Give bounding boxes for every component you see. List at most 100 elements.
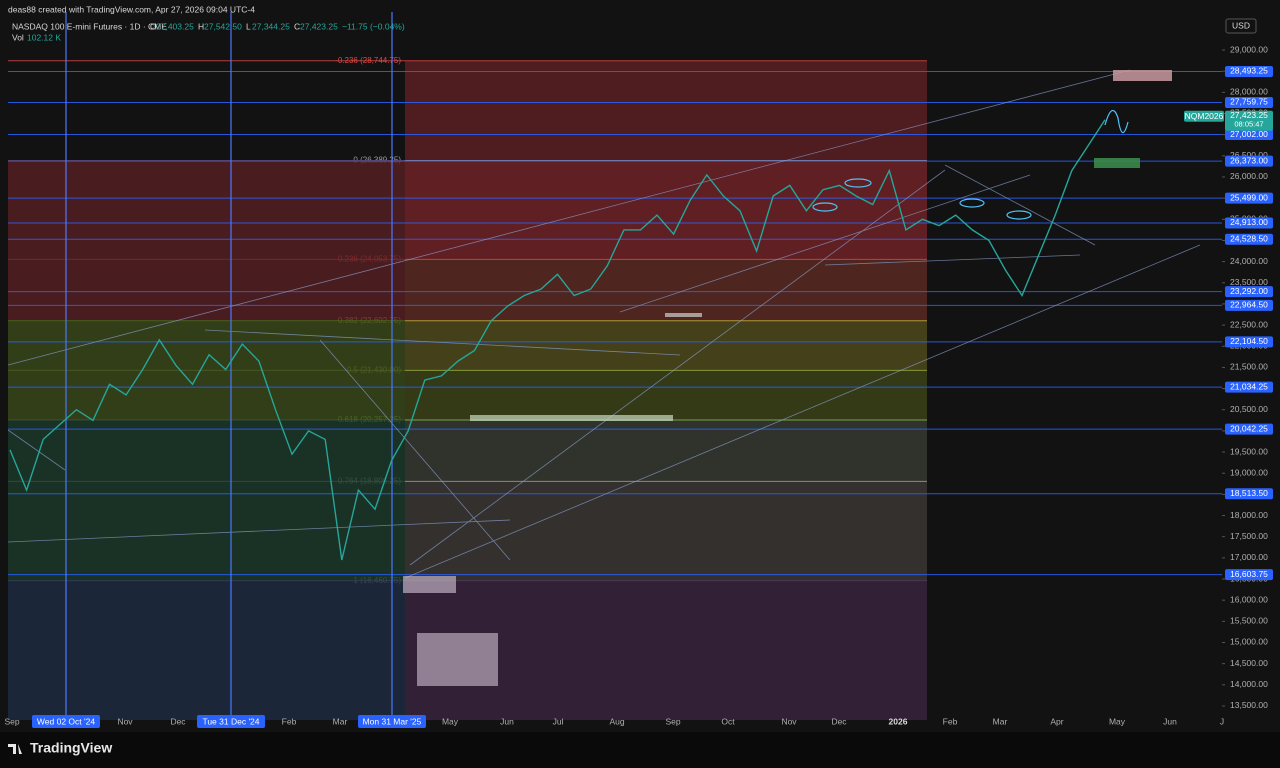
level-label: 28,493.25 [1230,66,1268,76]
ohlc-key: C [294,21,300,31]
fib-band [405,420,927,482]
volume-value: 102.12 K [27,32,61,42]
y-tick-label: 15,500.00 [1230,616,1268,626]
level-label: 27,759.75 [1230,97,1268,107]
level-tag [1225,233,1273,245]
level-label: 16,603.75 [1230,569,1268,579]
level-label: 22,964.50 [1230,300,1268,310]
x-tick-label: May [1109,716,1126,726]
ohlc-key: L [246,21,251,31]
x-tick-label: Jun [1163,716,1177,726]
y-tick-label: 17,000.00 [1230,552,1268,562]
date-tag [32,715,100,728]
x-tick-label: Dec [831,716,847,726]
trend-line [204,329,681,356]
y-tick-label: 28,000.00 [1230,87,1268,97]
level-label: 20,042.25 [1230,423,1268,433]
x-tick-label: Dec [170,716,186,726]
level-tag [1225,65,1273,77]
ohlc-key: H [198,21,204,31]
level-tag [1225,192,1273,204]
target-box [1113,70,1172,81]
level-label: 21,034.25 [1230,381,1268,391]
level-tag [1225,488,1273,500]
grid [8,70,1222,576]
fib-bands: -0.236 (28,744.75)0 (26,389.25)0.236 (24… [8,56,927,585]
fib-band [405,370,927,421]
countdown: 08:05:47 [1234,120,1263,129]
credit: deas88 created with TradingView.com, Apr… [8,4,255,14]
trend-line [7,519,511,543]
x-tick-label: Nov [781,716,797,726]
level-tag [1225,155,1273,167]
x-tick-label: Feb [943,716,958,726]
trend-lines [7,69,1201,579]
trend-line [7,69,1131,366]
trend-line [619,174,1031,313]
currency-box[interactable] [1225,18,1257,34]
brand-logo [8,744,22,754]
y-tick-label: 19,500.00 [1230,446,1268,456]
series-tag [1184,110,1224,122]
y-tick-label: 15,000.00 [1230,637,1268,647]
zone-box [470,415,673,421]
x-tick-label: Tue 31 Dec '24 [202,716,259,726]
left-band [8,160,405,320]
fib-band [405,259,927,321]
level-tag [1225,286,1273,298]
level-label: 24,528.50 [1230,233,1268,243]
ohlc-key: O [150,21,157,31]
annotations [812,109,1129,220]
left-band [8,420,405,580]
trend-line [7,429,66,471]
y-tick-label: 19,000.00 [1230,467,1268,477]
price-tag [1225,110,1273,131]
level-tag [1225,569,1273,581]
fib-band [405,160,927,260]
y-tick-label: 14,500.00 [1230,658,1268,668]
x-tick-label: Sep [665,716,680,726]
change: −11.75 (−0.04%) [342,21,405,31]
circle-mark [812,202,838,212]
y-tick-label: 18,000.00 [1230,510,1268,520]
x-tick-label: Mar [993,716,1008,726]
level-tag [1225,381,1273,393]
trend-line [409,169,946,566]
y-tick-label: 17,500.00 [1230,531,1268,541]
trend-line [319,339,511,561]
date-markers [65,12,393,718]
last-price: 27,423.25 [1230,110,1268,120]
currency[interactable]: USD [1232,20,1250,30]
circle-mark [1006,210,1032,220]
x-tick-label: Apr [1050,716,1063,726]
x-tick-label: Nov [117,716,133,726]
price-line [9,119,1106,561]
y-tick-label: 16,000.00 [1230,594,1268,604]
circle-mark [959,198,985,208]
fib-band [405,60,927,161]
x-tick-label: Jul [553,716,564,726]
level-label: 26,373.00 [1230,155,1268,165]
level-tag [1225,129,1273,141]
trend-line [944,164,1096,246]
y-tick-label: 13,500.00 [1230,700,1268,710]
date-tag [197,715,265,728]
x-tick-label: 2026 [889,716,908,726]
level-tag [1225,96,1273,108]
level-tag [1225,299,1273,311]
projection [1104,109,1129,134]
x-tick-label: Sep [4,716,19,726]
axis: 13,500.00 14,000.00 14,500.00 15,000.00 15,5… [4,44,1273,728]
x-tick-label: Wed 02 Oct '24 [37,716,95,726]
level-label: 24,913.00 [1230,217,1268,227]
fib-band [405,481,927,581]
volume-label: Vol [12,32,24,42]
ohlc-value: 27,542.50 [204,21,242,31]
level-label: 23,292.00 [1230,286,1268,296]
series-name: NQM2026 [1185,111,1224,121]
ohlc-value: 27,344.25 [252,21,290,31]
zone-box [417,633,498,686]
fib-band [405,320,927,371]
